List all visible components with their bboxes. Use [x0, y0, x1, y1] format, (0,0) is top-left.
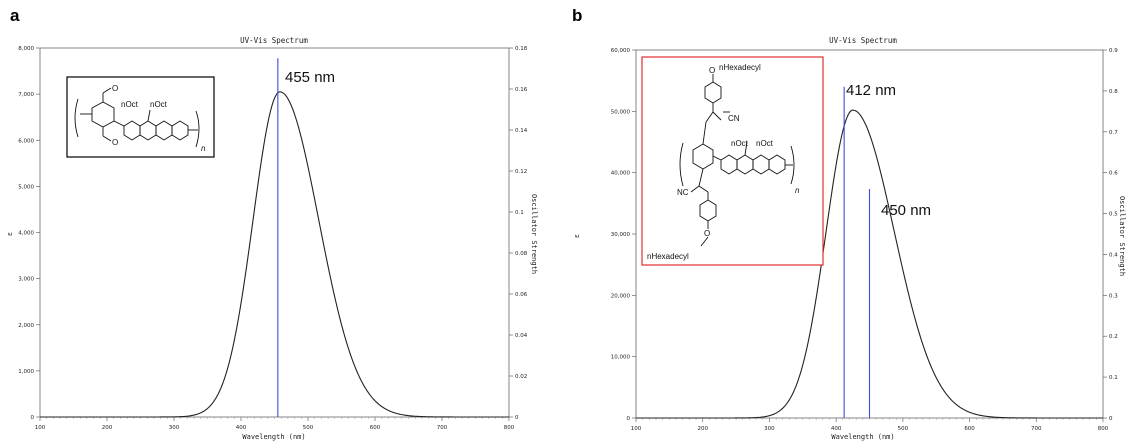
x-tick-label: 200: [102, 425, 113, 431]
x-tick-label: 100: [35, 425, 46, 431]
y-axis-label: ε: [6, 232, 14, 236]
inset-label: n: [795, 186, 800, 195]
inset-label: O: [704, 229, 710, 238]
spectrum-line: [40, 91, 509, 418]
y-tick-label: 3,000: [18, 277, 34, 283]
y2-tick-label: 0.06: [515, 292, 528, 298]
y2-tick-label: 0.3: [1109, 293, 1118, 299]
x-tick-label: 600: [964, 426, 975, 432]
x-axis-label: Wavelength (nm): [242, 433, 305, 441]
x-tick-label: 300: [764, 426, 775, 432]
y2-tick-label: 0.5: [1109, 212, 1118, 218]
uv-vis-chart-a: 100 200 300 400 500 600 700 80001,0002,0003,000…: [6, 36, 538, 441]
inset-label: nOct: [731, 139, 749, 148]
y-tick-label: 2,000: [18, 323, 34, 329]
y2-tick-label: 0.8: [1109, 89, 1118, 95]
y2-tick-label: 0.4: [1109, 252, 1118, 258]
y-tick-label: 30,000: [611, 232, 631, 238]
y-tick-label: 1,000: [18, 369, 34, 375]
inset-label: nHexadecyl: [719, 63, 761, 72]
y2-tick-label: 0.14: [515, 128, 528, 134]
inset-label: nOct: [756, 139, 774, 148]
peak-annotation: 450 nm: [881, 202, 931, 219]
y2-tick-label: 0.12: [515, 169, 527, 175]
chemical-structure-inset: O nHexadecyl CN nOct nOct NC O nHexadecy…: [641, 56, 824, 266]
panel-label-a: a: [10, 6, 20, 25]
y-tick-label: 7,000: [18, 92, 34, 98]
uv-vis-chart-b: 100 200 300 400 500 600 700 800010,00020,00030,…: [573, 36, 1126, 441]
x-tick-label: 700: [437, 425, 448, 431]
x-tick-label: 600: [370, 425, 381, 431]
inset-label: nOct: [150, 100, 168, 109]
x-tick-label: 500: [303, 425, 314, 431]
y2-tick-label: 0.18: [515, 46, 528, 52]
y2-tick-label: 0.16: [515, 87, 528, 93]
x-tick-label: 500: [898, 426, 909, 432]
y-tick-label: 6,000: [18, 138, 34, 144]
x-tick-label: 300: [169, 425, 180, 431]
y2-axis-label: Oscillator Strength: [1118, 196, 1126, 276]
y-tick-label: 0: [627, 416, 631, 422]
y-tick-label: 8,000: [18, 46, 34, 52]
inset-label: O: [709, 66, 715, 75]
y2-tick-label: 0: [1109, 416, 1113, 422]
y-tick-label: 0: [31, 415, 35, 421]
inset-frame: [66, 76, 215, 158]
x-tick-label: 400: [831, 426, 842, 432]
peak-annotation: 455 nm: [285, 69, 335, 86]
y-axis-label: ε: [573, 234, 581, 238]
y-tick-label: 10,000: [611, 355, 631, 361]
peak-annotation: 412 nm: [846, 82, 896, 99]
y2-tick-label: 0.6: [1109, 171, 1118, 177]
y2-tick-label: 0.1: [515, 210, 524, 216]
plot-layer: 100 200 300 400 500 600 700 800010,00020,00030,…: [611, 48, 1118, 432]
x-tick-label: 100: [631, 426, 642, 432]
y-tick-label: 20,000: [611, 293, 631, 299]
structure-bonds: [679, 74, 795, 247]
panel-label-b: b: [572, 6, 583, 25]
y2-tick-label: 0.08: [515, 251, 528, 257]
inset-label: n: [201, 144, 206, 153]
inset-label: NC: [677, 188, 689, 197]
chart-title: UV-Vis Spectrum: [829, 36, 897, 45]
y-tick-label: 60,000: [611, 48, 631, 54]
y-tick-label: 50,000: [611, 109, 631, 115]
y2-tick-label: 0.04: [515, 333, 528, 339]
spectrum-line: [636, 109, 1103, 419]
inset-label: O: [112, 84, 118, 93]
y2-tick-label: 0.02: [515, 374, 527, 380]
y-tick-label: 40,000: [611, 171, 631, 177]
inset-label: nOct: [121, 100, 139, 109]
x-axis-label: Wavelength (nm): [831, 433, 894, 441]
inset-label: nHexadecyl: [647, 252, 689, 261]
y2-tick-label: 0.7: [1109, 130, 1118, 136]
y-tick-label: 4,000: [18, 231, 34, 237]
y-tick-label: 5,000: [18, 184, 34, 190]
y2-tick-label: 0: [515, 415, 519, 421]
inset-frame: [641, 56, 824, 266]
x-tick-label: 700: [1031, 426, 1042, 432]
chemical-structure-inset: O O nOct nOct n: [66, 76, 215, 158]
inset-label: O: [112, 138, 118, 147]
structure-bonds: [74, 87, 200, 148]
y2-tick-label: 0.9: [1109, 48, 1118, 54]
x-tick-label: 400: [236, 425, 247, 431]
plot-layer: 100 200 300 400 500 600 700 80001,0002,0003,000…: [18, 46, 527, 431]
x-tick-label: 800: [1098, 426, 1109, 432]
y2-tick-label: 0.2: [1109, 334, 1118, 340]
x-tick-label: 200: [697, 426, 708, 432]
inset-label: CN: [728, 114, 740, 123]
x-tick-label: 800: [504, 425, 515, 431]
y2-axis-label: Oscillator Strength: [530, 194, 538, 274]
chart-title: UV-Vis Spectrum: [240, 36, 308, 45]
y2-tick-label: 0.1: [1109, 375, 1118, 381]
